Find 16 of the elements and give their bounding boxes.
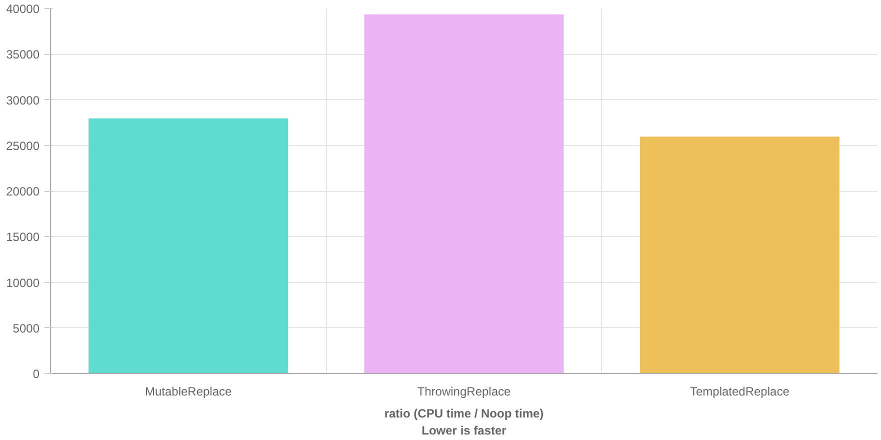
y-tick-label: 20000	[6, 184, 40, 198]
bar	[88, 118, 288, 374]
y-tick-label: 5000	[12, 321, 40, 336]
y-tick-label: 40000	[6, 2, 40, 16]
y-tick-label: 25000	[6, 138, 40, 153]
y-tick-label: 10000	[6, 276, 40, 290]
y-tick-label: 30000	[6, 93, 40, 108]
x-axis-title: ratio (CPU time / Noop time) Lower is faster	[384, 406, 544, 438]
bar	[640, 136, 840, 374]
x-tick-label: MutableReplace	[144, 384, 232, 398]
x-tick-label: TemplatedReplace	[690, 384, 790, 398]
y-tick-label: 15000	[6, 230, 40, 244]
y-tick-label: 0	[32, 367, 40, 381]
x-tick-label: ThrowingReplace	[417, 384, 512, 398]
y-tick-label: 35000	[6, 48, 40, 62]
bar	[364, 14, 564, 374]
